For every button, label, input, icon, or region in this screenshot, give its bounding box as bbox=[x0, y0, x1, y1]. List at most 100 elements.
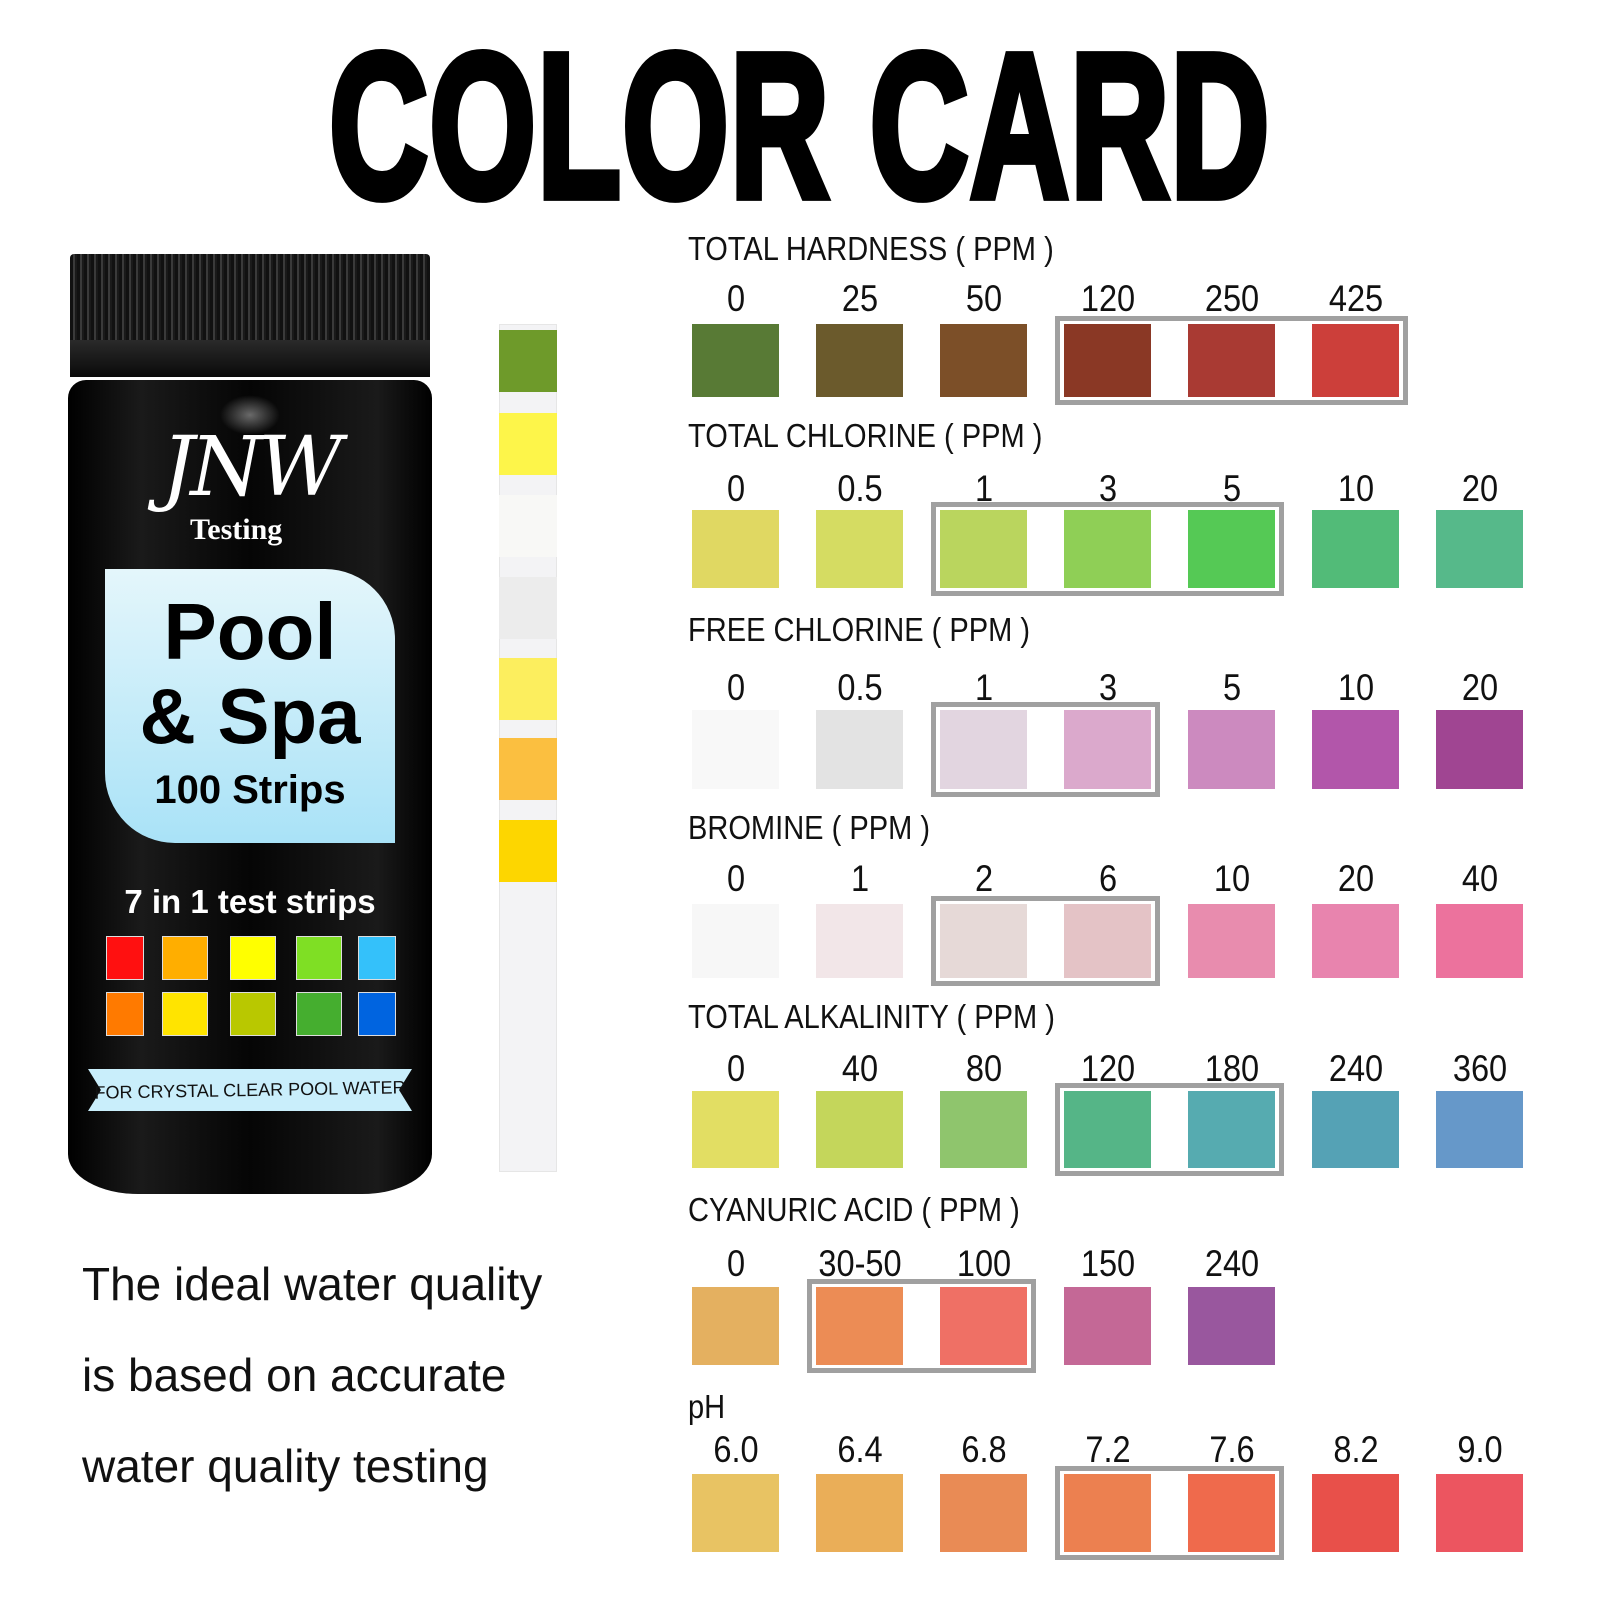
ideal-range-box bbox=[931, 896, 1160, 986]
value-label: 1 bbox=[974, 667, 993, 708]
value-label: 1 bbox=[850, 858, 869, 899]
section-label: pH bbox=[688, 1388, 726, 1425]
section-label: TOTAL ALKALINITY ( PPM ) bbox=[688, 998, 1055, 1035]
value-label: 30-50 bbox=[817, 1243, 902, 1284]
color-swatch bbox=[1312, 510, 1399, 588]
value-label: 7.6 bbox=[1208, 1429, 1255, 1470]
product-label-panel bbox=[105, 569, 395, 843]
value-label: 40 bbox=[841, 1048, 878, 1089]
page-title: COLOR CARD bbox=[326, 11, 1272, 241]
mini-color-square bbox=[106, 992, 144, 1036]
color-swatch bbox=[1064, 710, 1151, 789]
value-label: 240 bbox=[1204, 1243, 1259, 1284]
brand-logo-sub: Testing bbox=[190, 513, 283, 546]
section-label: TOTAL HARDNESS ( PPM ) bbox=[688, 230, 1054, 267]
value-label: 10 bbox=[1337, 468, 1374, 509]
mini-color-square bbox=[230, 936, 276, 980]
color-swatch bbox=[692, 510, 779, 588]
color-swatch bbox=[940, 1091, 1027, 1168]
value-label: 8.2 bbox=[1332, 1429, 1379, 1470]
value-label: 180 bbox=[1204, 1048, 1259, 1089]
color-swatch bbox=[692, 1474, 779, 1552]
value-label: 9.0 bbox=[1456, 1429, 1503, 1470]
color-swatch bbox=[1436, 904, 1523, 978]
section-label: CYANURIC ACID ( PPM ) bbox=[688, 1191, 1020, 1228]
mini-color-square bbox=[296, 936, 342, 980]
value-label: 0 bbox=[726, 858, 745, 899]
section-label: TOTAL CHLORINE ( PPM ) bbox=[688, 417, 1043, 454]
color-swatch bbox=[1188, 904, 1275, 978]
mini-color-square bbox=[296, 992, 342, 1036]
value-label: 80 bbox=[965, 1048, 1002, 1089]
color-swatch bbox=[1188, 1287, 1275, 1365]
value-label: 20 bbox=[1461, 468, 1498, 509]
ideal-range-box bbox=[931, 502, 1284, 596]
value-label: 10 bbox=[1337, 667, 1374, 708]
color-swatch bbox=[1436, 1091, 1523, 1168]
product-count: 100 Strips bbox=[154, 768, 346, 812]
color-swatch bbox=[1312, 710, 1399, 789]
value-label: 3 bbox=[1098, 468, 1117, 509]
brand-logo: JNW bbox=[161, 420, 343, 515]
value-label: 6.4 bbox=[836, 1429, 883, 1470]
color-swatch bbox=[1312, 904, 1399, 978]
ideal-range-box bbox=[1055, 316, 1408, 405]
mini-color-square bbox=[162, 936, 208, 980]
color-swatch bbox=[1188, 710, 1275, 789]
value-label: 120 bbox=[1080, 278, 1135, 319]
color-swatch bbox=[1436, 1474, 1523, 1552]
mini-color-square bbox=[106, 936, 144, 980]
value-label: 0.5 bbox=[836, 667, 883, 708]
value-label: 10 bbox=[1213, 858, 1250, 899]
color-swatch bbox=[1064, 510, 1151, 588]
color-swatch bbox=[1312, 324, 1399, 397]
color-swatch bbox=[692, 1091, 779, 1168]
strip-pad bbox=[499, 330, 557, 392]
color-swatch bbox=[940, 710, 1027, 789]
color-swatch bbox=[816, 1474, 903, 1552]
value-label: 250 bbox=[1204, 278, 1259, 319]
value-label: 240 bbox=[1328, 1048, 1383, 1089]
product-tagline: 7 in 1 test strips bbox=[124, 883, 376, 920]
value-label: 360 bbox=[1452, 1048, 1507, 1089]
color-swatch bbox=[1064, 324, 1151, 397]
color-swatch bbox=[816, 1287, 903, 1365]
color-swatch bbox=[1188, 1474, 1275, 1552]
value-label: 2 bbox=[974, 858, 993, 899]
value-label: 425 bbox=[1328, 278, 1383, 319]
value-label: 0.5 bbox=[836, 468, 883, 509]
value-label: 50 bbox=[965, 278, 1002, 319]
mini-color-square bbox=[162, 992, 208, 1036]
color-swatch bbox=[1064, 1287, 1151, 1365]
ideal-range-box bbox=[931, 702, 1160, 797]
value-label: 6 bbox=[1098, 858, 1117, 899]
color-swatch bbox=[940, 1287, 1027, 1365]
color-swatch bbox=[692, 1287, 779, 1365]
color-swatch bbox=[1436, 710, 1523, 789]
value-label: 3 bbox=[1098, 667, 1117, 708]
mini-color-square bbox=[230, 992, 276, 1036]
color-swatch bbox=[692, 710, 779, 789]
value-label: 0 bbox=[726, 1048, 745, 1089]
strip-pad bbox=[499, 820, 557, 882]
color-swatch bbox=[816, 324, 903, 397]
color-swatch bbox=[692, 904, 779, 978]
value-label: 5 bbox=[1222, 667, 1241, 708]
value-label: 150 bbox=[1080, 1243, 1135, 1284]
value-label: 0 bbox=[726, 667, 745, 708]
strip-pad bbox=[499, 413, 557, 475]
color-swatch bbox=[1188, 510, 1275, 588]
value-label: 7.2 bbox=[1084, 1429, 1131, 1470]
product-banner bbox=[88, 1069, 412, 1111]
value-label: 120 bbox=[1080, 1048, 1135, 1089]
value-label: 1 bbox=[974, 468, 993, 509]
statement-line-3: water quality testing bbox=[82, 1440, 489, 1492]
mini-color-square bbox=[358, 936, 396, 980]
color-swatch bbox=[940, 510, 1027, 588]
ideal-range-box bbox=[1055, 1083, 1284, 1176]
section-label: BROMINE ( PPM ) bbox=[688, 809, 931, 846]
strip-pad bbox=[499, 495, 557, 557]
mini-color-square bbox=[358, 992, 396, 1036]
value-label: 100 bbox=[956, 1243, 1011, 1284]
color-swatch bbox=[940, 324, 1027, 397]
